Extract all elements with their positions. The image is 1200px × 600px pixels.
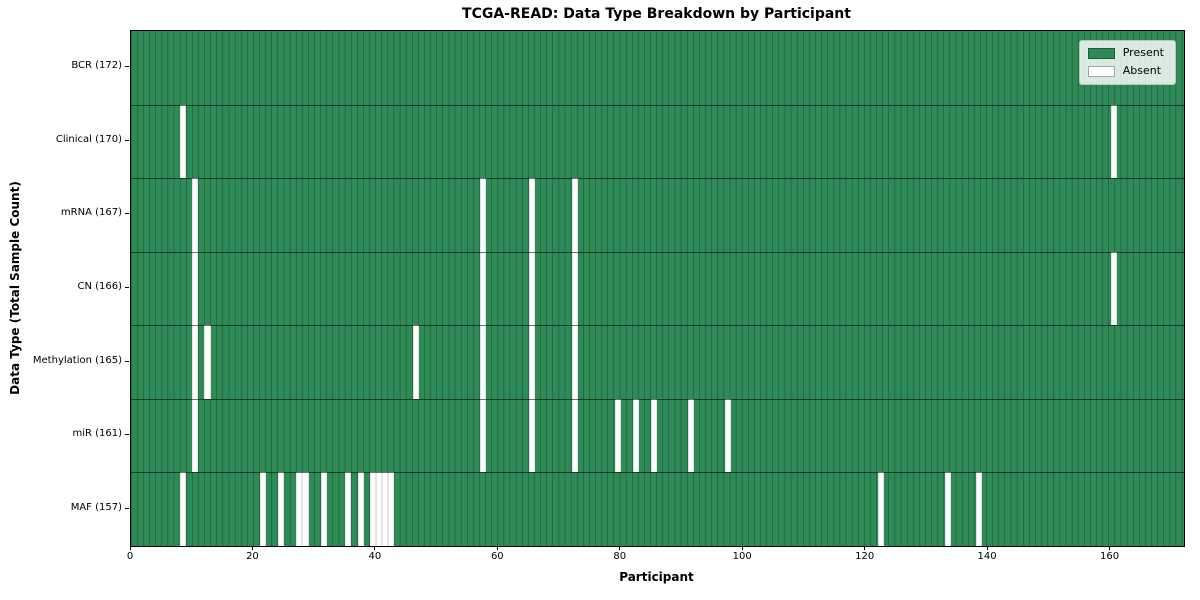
legend-absent-label: Absent bbox=[1122, 64, 1162, 77]
absent-cell bbox=[633, 398, 640, 473]
absent-cell bbox=[382, 472, 389, 546]
x-tick-label: 0 bbox=[126, 551, 134, 562]
absent-cell bbox=[651, 398, 658, 473]
row-separator bbox=[131, 325, 1184, 327]
absent-cell bbox=[1110, 104, 1117, 179]
x-tick-label: 40 bbox=[368, 551, 382, 562]
y-tick bbox=[125, 360, 129, 362]
row-separator bbox=[131, 251, 1184, 253]
y-tick bbox=[125, 213, 129, 215]
absent-cell bbox=[528, 398, 536, 473]
heatmap-row-BCR bbox=[131, 31, 1184, 105]
absent-cell bbox=[192, 398, 199, 473]
heatmap-row-CN bbox=[131, 251, 1184, 326]
y-tick-label: BCR (172) bbox=[71, 60, 122, 72]
x-tick bbox=[986, 546, 988, 550]
absent-cell bbox=[571, 325, 578, 399]
x-tick-label: 100 bbox=[732, 551, 752, 562]
y-tick-label: mRNA (167) bbox=[60, 207, 122, 219]
absent-cell bbox=[479, 178, 487, 252]
y-tick-label: MAF (157) bbox=[70, 501, 122, 513]
x-axis-label: Participant bbox=[619, 570, 694, 584]
x-tick-label: 120 bbox=[855, 551, 875, 562]
absent-cell bbox=[975, 472, 982, 546]
absent-cell bbox=[479, 398, 487, 473]
absent-cell bbox=[877, 472, 884, 546]
x-tick bbox=[619, 546, 621, 550]
x-tick-label: 20 bbox=[246, 551, 259, 562]
absent-cell bbox=[614, 398, 621, 473]
legend-item-present: Present bbox=[1087, 46, 1164, 59]
absent-cell bbox=[388, 472, 395, 546]
heatmap-row-MAF bbox=[131, 472, 1184, 546]
y-tick bbox=[125, 507, 129, 509]
absent-cell bbox=[375, 472, 382, 546]
absent-cell bbox=[688, 398, 695, 473]
y-tick bbox=[125, 287, 129, 288]
x-tick-label: 160 bbox=[1099, 551, 1120, 562]
x-tick bbox=[741, 546, 743, 550]
absent-cell bbox=[296, 472, 303, 546]
x-tick bbox=[496, 546, 498, 550]
heatmap-row-Clinical bbox=[131, 104, 1184, 179]
x-tick-label: 140 bbox=[977, 551, 997, 562]
x-tick-label: 80 bbox=[613, 551, 627, 562]
legend-item-absent: Absent bbox=[1087, 64, 1164, 77]
absent-cell bbox=[277, 472, 285, 546]
absent-cell bbox=[192, 325, 199, 399]
plot-area: Present Absent bbox=[130, 30, 1185, 547]
absent-cell bbox=[357, 472, 364, 546]
absent-cell bbox=[179, 472, 187, 546]
x-tick bbox=[1109, 546, 1111, 550]
absent-cell bbox=[479, 325, 487, 399]
absent-cell bbox=[724, 398, 731, 473]
heatmap-row-mRNA bbox=[131, 178, 1184, 252]
absent-cell bbox=[1110, 251, 1117, 326]
absent-cell bbox=[945, 472, 952, 546]
absent-cell bbox=[204, 325, 211, 399]
y-tick bbox=[125, 66, 129, 68]
absent-cell bbox=[320, 472, 327, 546]
row-separator bbox=[131, 178, 1184, 180]
heatmap-row-Methylation bbox=[131, 325, 1184, 399]
x-tick bbox=[374, 546, 376, 550]
legend-present-swatch bbox=[1087, 47, 1115, 59]
absent-cell bbox=[571, 398, 578, 473]
y-tick-label: Clinical (170) bbox=[55, 133, 122, 145]
absent-cell bbox=[179, 104, 187, 179]
legend-present-label: Present bbox=[1122, 46, 1164, 59]
absent-cell bbox=[528, 325, 536, 399]
y-tick bbox=[125, 139, 129, 141]
legend-absent-swatch bbox=[1087, 65, 1115, 77]
absent-cell bbox=[345, 472, 352, 546]
absent-cell bbox=[192, 251, 199, 326]
absent-cell bbox=[302, 472, 309, 546]
absent-cell bbox=[479, 251, 487, 326]
x-tick bbox=[251, 546, 253, 550]
absent-cell bbox=[192, 178, 199, 252]
y-tick bbox=[125, 434, 129, 436]
heatmap-row-miR bbox=[131, 398, 1184, 473]
row-separator bbox=[131, 472, 1184, 474]
absent-cell bbox=[528, 251, 536, 326]
y-tick-label: Methylation (165) bbox=[32, 354, 122, 366]
absent-cell bbox=[528, 178, 536, 252]
row-separator bbox=[131, 398, 1184, 400]
y-tick-label: miR (161) bbox=[72, 428, 122, 440]
absent-cell bbox=[571, 178, 578, 252]
y-tick-label: CN (166) bbox=[77, 281, 122, 292]
x-tick bbox=[129, 546, 131, 550]
row-separator bbox=[131, 104, 1184, 106]
absent-cell bbox=[259, 472, 266, 546]
absent-cell bbox=[412, 325, 419, 399]
absent-cell bbox=[571, 251, 578, 326]
x-tick bbox=[864, 546, 866, 550]
chart-title: TCGA-READ: Data Type Breakdown by Partic… bbox=[462, 6, 851, 22]
absent-cell bbox=[369, 472, 376, 546]
legend: Present Absent bbox=[1078, 40, 1176, 85]
x-tick-label: 60 bbox=[490, 551, 504, 562]
